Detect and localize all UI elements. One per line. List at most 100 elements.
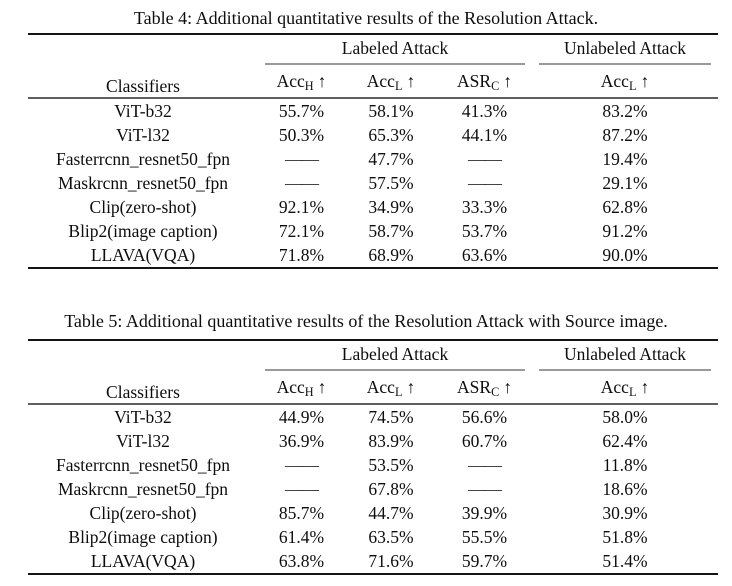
- cell-asrc: ——: [468, 148, 502, 169]
- table5: Classifiers Labeled Attack Unlabeled Att…: [28, 339, 718, 575]
- cell-unlabeled-accl: 51.8%: [602, 526, 648, 547]
- col-subscript: L: [394, 384, 403, 399]
- cell-accl: 34.9%: [368, 196, 414, 217]
- classifier-name: ViT-b32: [28, 403, 258, 429]
- table5-caption: Table 5: Additional quantitative results…: [64, 311, 668, 331]
- table5-unlabeled-attack-group: Unlabeled Attack: [532, 340, 718, 371]
- up-arrow-icon: ↑: [317, 70, 327, 91]
- table5-col-unlabeled-accl: AccL ↑: [532, 371, 718, 404]
- cell-acch: ——: [285, 454, 319, 475]
- cell-unlabeled-accl: 87.2%: [602, 124, 648, 145]
- table-row: LLAVA(VQA) 71.8% 68.9% 63.6% 90.0%: [28, 243, 718, 268]
- col-subscript: L: [628, 384, 637, 399]
- classifier-name: LLAVA(VQA): [90, 550, 196, 571]
- col-label: Acc: [276, 376, 305, 397]
- classifier-name: Fasterrcnn_resnet50_fpn: [56, 454, 230, 475]
- table4-caption: Table 4: Additional quantitative results…: [133, 8, 599, 28]
- up-arrow-icon: ↑: [640, 70, 650, 91]
- table4-header: Classifiers Labeled Attack Unlabeled Att…: [28, 34, 718, 98]
- table-row: ViT-l32 36.9% 83.9% 60.7% 62.4%: [28, 429, 718, 453]
- col-subscript: L: [628, 78, 637, 93]
- col-label: Acc: [366, 70, 395, 91]
- table-row: Blip2(image caption) 61.4% 63.5% 55.5% 5…: [28, 525, 718, 549]
- unlabeled-attack-label: Unlabeled Attack: [539, 38, 711, 65]
- labeled-attack-label: Labeled Attack: [265, 38, 525, 65]
- up-arrow-icon: ↑: [640, 376, 650, 397]
- up-arrow-icon: ↑: [503, 70, 512, 91]
- cell-asrc: ——: [468, 478, 502, 499]
- cell-accl: 63.5%: [368, 526, 414, 547]
- cell-unlabeled-accl: 51.4%: [602, 550, 648, 571]
- table-row: ViT-b32 44.9% 74.5% 56.6% 58.0%: [28, 403, 718, 429]
- cell-asrc: 55.5%: [461, 526, 508, 547]
- classifier-name: ViT-b32: [28, 97, 258, 123]
- classifier-name: Fasterrcnn_resnet50_fpn: [56, 148, 230, 169]
- classifier-name: LLAVA(VQA): [90, 244, 196, 265]
- table-row: Clip(zero-shot) 92.1% 34.9% 33.3% 62.8%: [28, 195, 718, 219]
- col-label: Acc: [366, 376, 395, 397]
- cell-unlabeled-accl: 29.1%: [602, 172, 648, 193]
- table4-col-asrc: ASRC ↑: [437, 65, 532, 98]
- up-arrow-icon: ↑: [317, 376, 327, 397]
- cell-unlabeled-accl: 11.8%: [602, 454, 648, 475]
- table4: Classifiers Labeled Attack Unlabeled Att…: [28, 33, 718, 269]
- table5-classifiers-header: Classifiers: [106, 382, 180, 402]
- table4-subheader-row: AccH ↑ AccL ↑ ASRC ↑ AccL ↑: [28, 65, 718, 98]
- classifier-name: Blip2(image caption): [68, 526, 218, 547]
- col-label: Acc: [276, 70, 305, 91]
- cell-acch: 61.4%: [278, 526, 325, 547]
- cell-asrc: ——: [468, 454, 502, 475]
- cell-acch: 71.8%: [278, 244, 325, 265]
- classifier-name: ViT-l32: [116, 430, 170, 451]
- cell-acch: 72.1%: [278, 220, 325, 241]
- table5-subheader-row: AccH ↑ AccL ↑ ASRC ↑ AccL ↑: [28, 371, 718, 404]
- classifier-name: Blip2(image caption): [68, 220, 218, 241]
- cell-unlabeled-accl: 19.4%: [602, 148, 648, 169]
- table4-col-acch: AccH ↑: [258, 65, 345, 98]
- classifier-name: Maskrcnn_resnet50_fpn: [57, 172, 229, 193]
- table4-col-unlabeled-accl: AccL ↑: [532, 65, 718, 98]
- table-row: Fasterrcnn_resnet50_fpn —— 53.5% —— 11.8…: [28, 453, 718, 477]
- table5-labeled-attack-group: Labeled Attack: [258, 340, 532, 371]
- cell-unlabeled-accl: 62.8%: [602, 196, 648, 217]
- cell-accl: 65.3%: [368, 124, 414, 145]
- labeled-attack-label: Labeled Attack: [265, 344, 525, 371]
- table-row: ViT-b32 55.7% 58.1% 41.3% 83.2%: [28, 97, 718, 123]
- cell-asrc: 63.6%: [461, 244, 508, 265]
- col-subscript: H: [304, 78, 314, 93]
- classifier-name: Clip(zero-shot): [89, 196, 197, 217]
- table5-col-accl: AccL ↑: [345, 371, 437, 404]
- col-label: ASR: [457, 70, 492, 91]
- cell-unlabeled-accl: 83.2%: [532, 97, 718, 123]
- cell-accl: 58.7%: [368, 220, 414, 241]
- col-label: Acc: [600, 376, 629, 397]
- cell-acch: 85.7%: [278, 502, 325, 523]
- cell-unlabeled-accl: 30.9%: [602, 502, 648, 523]
- up-arrow-icon: ↑: [406, 376, 416, 397]
- cell-accl: 53.5%: [368, 454, 414, 475]
- cell-asrc: 44.1%: [461, 124, 508, 145]
- cell-acch: 36.9%: [278, 430, 325, 451]
- col-subscript: C: [491, 78, 500, 93]
- table-row: ViT-l32 50.3% 65.3% 44.1% 87.2%: [28, 123, 718, 147]
- cell-asrc: 60.7%: [461, 430, 508, 451]
- up-arrow-icon: ↑: [406, 70, 416, 91]
- table-row: LLAVA(VQA) 63.8% 71.6% 59.7% 51.4%: [28, 549, 718, 574]
- col-label: ASR: [457, 376, 492, 397]
- cell-acch: 55.7%: [258, 97, 345, 123]
- table5-group-row: Classifiers Labeled Attack Unlabeled Att…: [28, 340, 718, 402]
- table5-body: ViT-b32 44.9% 74.5% 56.6% 58.0% ViT-l32 …: [28, 403, 718, 574]
- cell-acch: 50.3%: [278, 124, 325, 145]
- cell-asrc: 59.7%: [461, 550, 508, 571]
- classifier-name: Maskrcnn_resnet50_fpn: [57, 478, 229, 499]
- classifier-name: Clip(zero-shot): [89, 502, 197, 523]
- up-arrow-icon: ↑: [503, 376, 512, 397]
- unlabeled-attack-label: Unlabeled Attack: [539, 344, 711, 371]
- table-row: Maskrcnn_resnet50_fpn —— 67.8% —— 18.6%: [28, 477, 718, 501]
- cell-asrc: 41.3%: [437, 97, 532, 123]
- col-label: Acc: [600, 70, 629, 91]
- cell-acch: 63.8%: [278, 550, 325, 571]
- table-row: Clip(zero-shot) 85.7% 44.7% 39.9% 30.9%: [28, 501, 718, 525]
- cell-acch: ——: [285, 478, 319, 499]
- cell-accl: 71.6%: [368, 550, 414, 571]
